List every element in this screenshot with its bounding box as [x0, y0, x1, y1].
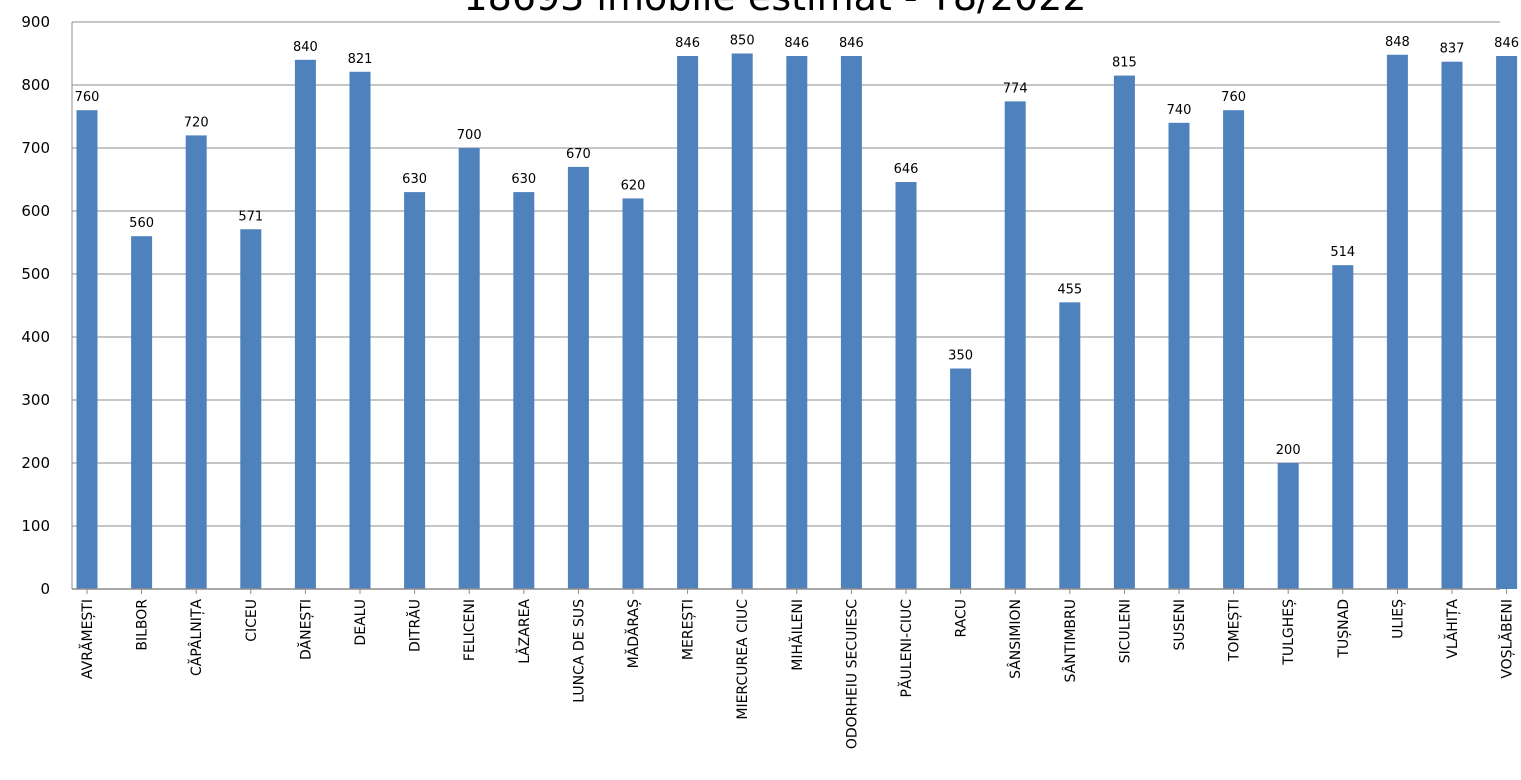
data-label: 646	[894, 162, 919, 177]
y-tick-label: 100	[21, 517, 50, 535]
x-tick-label: TOMEȘTI	[1227, 599, 1243, 662]
data-label: 774	[1003, 81, 1028, 96]
y-tick-label: 0	[40, 580, 50, 598]
data-label: 837	[1440, 42, 1465, 57]
x-tick-label: ULIEȘ	[1390, 599, 1406, 639]
data-label: 760	[75, 90, 100, 105]
x-tick-label: CĂPÂLNIȚA	[187, 599, 205, 676]
bar	[622, 198, 644, 589]
x-tick-label: PĂULENI-CIUC	[897, 599, 915, 698]
data-label: 815	[1112, 56, 1137, 71]
bar	[458, 148, 480, 589]
bar	[1386, 54, 1408, 589]
bar	[1004, 101, 1026, 589]
data-label: 514	[1330, 245, 1355, 260]
x-tick-label: DEALU	[353, 599, 369, 646]
bar	[513, 192, 535, 589]
bar	[240, 229, 262, 589]
bar	[1113, 75, 1135, 590]
bar	[950, 368, 972, 589]
y-tick-label: 200	[21, 454, 50, 472]
data-label: 630	[402, 172, 427, 187]
data-label: 846	[675, 36, 700, 51]
bar	[895, 182, 917, 589]
data-label: 670	[566, 147, 591, 162]
bar	[1441, 61, 1463, 589]
data-label: 200	[1276, 443, 1301, 458]
x-tick-label: LĂZAREA	[515, 599, 533, 664]
bar	[1496, 56, 1518, 589]
bar	[567, 166, 589, 589]
data-label: 620	[621, 178, 646, 193]
data-label: 846	[1494, 36, 1519, 51]
x-tick-label: BILBOR	[135, 599, 151, 651]
data-label: 630	[511, 172, 536, 187]
x-tick-label: SICULENI	[1117, 599, 1133, 663]
bar	[185, 135, 207, 589]
x-tick-label: MĂDĂRAȘ	[624, 599, 642, 669]
data-label: 455	[1057, 282, 1082, 297]
data-label: 571	[238, 209, 263, 224]
x-tick-label: MEREȘTI	[681, 599, 697, 660]
y-tick-label: 900	[21, 13, 50, 31]
y-axis: 0 100 200 300 400 500 600 700 800 900	[21, 13, 73, 598]
bar	[294, 59, 316, 590]
x-tick-label: LUNCA DE SUS	[571, 599, 587, 703]
x-axis: AVRĂMEȘTI BILBOR CĂPÂLNIȚA CICEU DĂNEȘTI DEAL…	[72, 588, 1516, 749]
x-tick-label: SÂNSIMION	[1006, 599, 1024, 679]
bar	[1168, 122, 1190, 590]
x-tick-label: MIHĂILENI	[788, 599, 806, 671]
bar	[1332, 265, 1354, 589]
data-label: 560	[129, 216, 154, 231]
bar	[840, 56, 862, 589]
x-tick-label: RACU	[954, 599, 970, 638]
y-tick-label: 800	[21, 76, 50, 94]
x-tick-label: DITRĂU	[406, 599, 424, 652]
x-tick-label: FELICENI	[462, 599, 478, 661]
bar	[1277, 463, 1299, 589]
data-label: 740	[1167, 103, 1192, 118]
x-tick-label: TUȘNAD	[1336, 599, 1352, 659]
data-label: 700	[457, 128, 482, 143]
data-label: 850	[730, 34, 755, 49]
x-tick-label: SÂNTIMBRU	[1061, 599, 1079, 683]
bar	[1059, 302, 1081, 589]
x-tick-label: VOȘLĂBENI	[1498, 599, 1516, 679]
data-label: 846	[784, 36, 809, 51]
x-tick-label: SUSENI	[1172, 599, 1188, 650]
data-label: 848	[1385, 35, 1410, 50]
bar	[349, 71, 371, 589]
bar	[76, 110, 98, 589]
x-tick-label: CICEU	[244, 599, 260, 642]
bar	[731, 53, 753, 589]
x-tick-label: VLĂHIȚA	[1443, 599, 1461, 659]
y-tick-label: 500	[21, 265, 50, 283]
x-tick-label: TULGHEȘ	[1281, 599, 1297, 666]
y-tick-label: 700	[21, 139, 50, 157]
data-label: 760	[1221, 90, 1246, 105]
x-tick-label: DĂNEȘTI	[296, 599, 314, 660]
chart-title: 18693 imobile estimat - T8/2022	[463, 0, 1086, 19]
data-label: 350	[948, 349, 973, 364]
bar	[131, 236, 153, 589]
data-label: 840	[293, 40, 318, 55]
y-tick-label: 600	[21, 202, 50, 220]
x-tick-label: ODORHEIU SECUIESC	[844, 599, 860, 749]
x-tick-label: MIERCUREA CIUC	[735, 599, 751, 720]
bar	[677, 56, 699, 589]
bars	[76, 53, 1518, 590]
y-tick-label: 400	[21, 328, 50, 346]
y-tick-label: 300	[21, 391, 50, 409]
bar	[786, 56, 808, 589]
bar	[404, 192, 426, 589]
data-labels: 760 560 720 571 840 821 630 700 630 670 620 846 850 8…	[75, 34, 1519, 459]
data-label: 846	[839, 36, 864, 51]
bar	[1223, 110, 1245, 589]
x-tick-label: AVRĂMEȘTI	[78, 599, 96, 679]
data-label: 821	[348, 52, 373, 67]
data-label: 720	[184, 115, 209, 130]
